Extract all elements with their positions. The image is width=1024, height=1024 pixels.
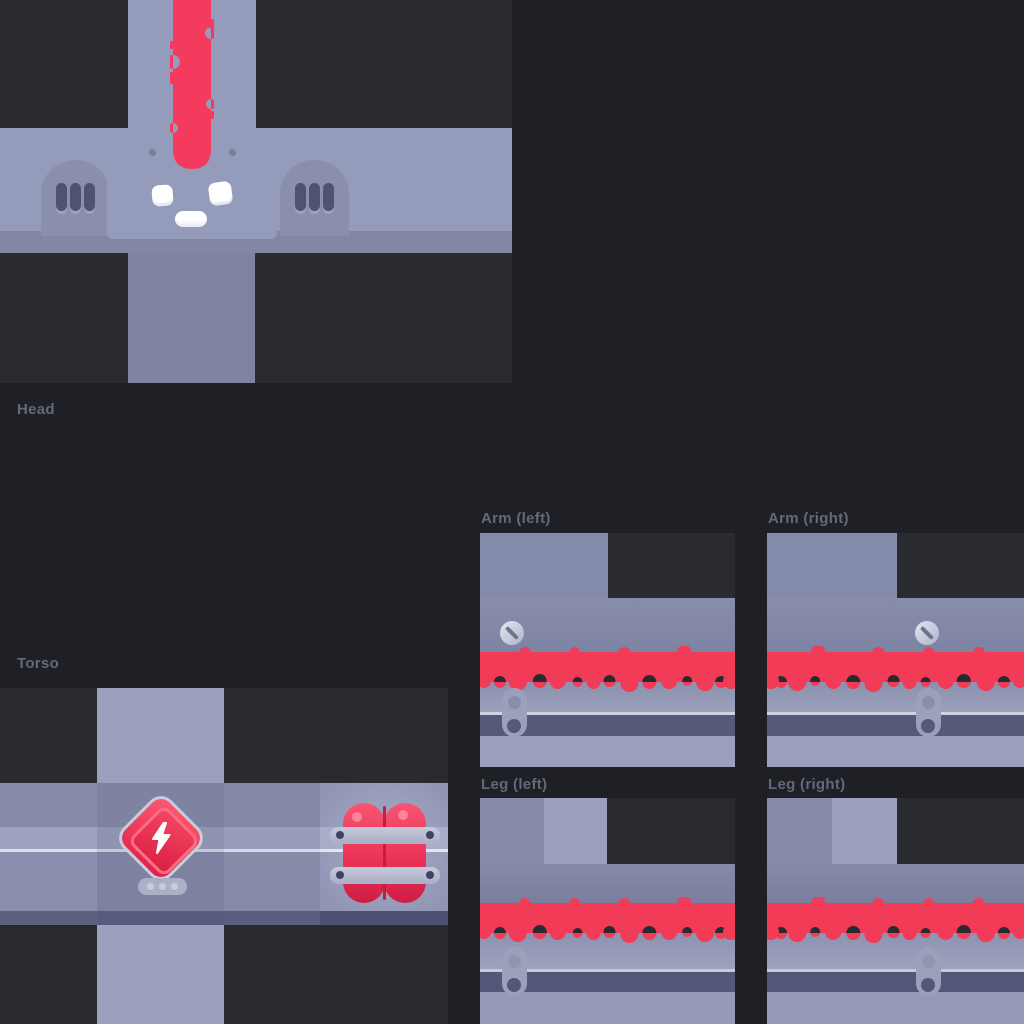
head-label: Head bbox=[17, 401, 55, 418]
zipper-pull-icon bbox=[916, 947, 941, 996]
leg-right-label: Leg (right) bbox=[768, 776, 846, 793]
leg-upper bbox=[767, 864, 1024, 903]
leg-upper bbox=[480, 864, 735, 903]
red-stripe-icon bbox=[767, 646, 1024, 692]
screw-icon bbox=[500, 621, 524, 645]
vent-slot-icon bbox=[70, 183, 81, 211]
hair-stripe-icon bbox=[170, 0, 214, 169]
head-texture-tile[interactable] bbox=[0, 0, 512, 383]
trim-line bbox=[480, 969, 735, 972]
leg-top-block-light bbox=[544, 798, 607, 864]
red-stripe-icon bbox=[480, 646, 735, 692]
eye-left bbox=[151, 184, 174, 207]
torso-band-cell bbox=[0, 783, 97, 925]
vent-slot-icon bbox=[295, 183, 306, 211]
brow-dot-left bbox=[149, 149, 156, 156]
zipper-pull-icon bbox=[916, 688, 941, 737]
heart-seam bbox=[383, 806, 386, 900]
boot-light bbox=[480, 992, 735, 1024]
ear-left bbox=[41, 160, 110, 236]
zipper-pull-icon bbox=[502, 947, 527, 996]
arm-left-texture-tile[interactable] bbox=[480, 533, 735, 767]
sleeve-top bbox=[767, 533, 897, 598]
boot-dark bbox=[480, 972, 735, 992]
red-stripe-icon bbox=[480, 897, 735, 943]
trim-line bbox=[767, 969, 1024, 972]
vent-slot-icon bbox=[84, 183, 95, 211]
vent-slot-icon bbox=[323, 183, 334, 211]
sleeve-upper bbox=[767, 598, 1024, 652]
torso-band-cell bbox=[224, 783, 320, 925]
leg-top-block bbox=[480, 798, 544, 864]
red-stripe-icon bbox=[767, 897, 1024, 943]
leg-top-block-light bbox=[832, 798, 897, 864]
cuff-dark bbox=[480, 715, 735, 736]
heart-icon bbox=[384, 803, 426, 903]
eye-right bbox=[207, 180, 234, 207]
heart-icon bbox=[343, 803, 385, 903]
vent-slot-icon bbox=[56, 183, 67, 211]
zipper-pull-icon bbox=[502, 688, 527, 737]
sleeve-top bbox=[480, 533, 608, 598]
leg-left-label: Leg (left) bbox=[481, 776, 548, 793]
cuff-dark bbox=[767, 715, 1024, 736]
arm-right-texture-tile[interactable] bbox=[767, 533, 1024, 767]
strap-bottom bbox=[330, 867, 440, 884]
arm-right-label: Arm (right) bbox=[768, 510, 849, 527]
arm-left-label: Arm (left) bbox=[481, 510, 551, 527]
screw-icon bbox=[915, 621, 939, 645]
trim-line bbox=[767, 712, 1024, 715]
torso-bottom-face bbox=[97, 925, 224, 1024]
torso-top-face bbox=[97, 688, 224, 783]
cuff-light bbox=[767, 736, 1024, 767]
vent-slot-icon bbox=[309, 183, 320, 211]
head-bottom-face bbox=[128, 253, 255, 383]
status-pill bbox=[138, 878, 187, 895]
boot-dark bbox=[767, 972, 1024, 992]
cuff-light bbox=[480, 736, 735, 767]
brow-dot-right bbox=[229, 149, 236, 156]
trim-line bbox=[480, 712, 735, 715]
lightning-badge-icon bbox=[117, 794, 205, 882]
sleeve-upper bbox=[480, 598, 735, 652]
leg-right-texture-tile[interactable] bbox=[767, 798, 1024, 1024]
torso-texture-tile[interactable] bbox=[0, 688, 448, 1024]
leg-left-texture-tile[interactable] bbox=[480, 798, 735, 1024]
boot-light bbox=[767, 992, 1024, 1024]
strap-top bbox=[330, 827, 440, 844]
mouth bbox=[175, 211, 207, 227]
heart-highlight bbox=[352, 812, 362, 822]
leg-top-block bbox=[767, 798, 832, 864]
torso-label: Torso bbox=[17, 655, 60, 672]
ear-right bbox=[280, 160, 349, 236]
heart-highlight bbox=[398, 810, 408, 820]
